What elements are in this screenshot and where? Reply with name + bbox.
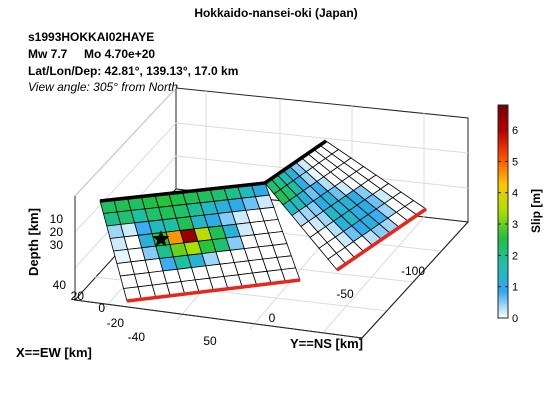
colorbar-tick-label: 5 [512,156,518,168]
z-axis-label: Depth [km] [26,208,41,276]
x-axis-line [361,221,469,339]
y-tick: 50 [203,334,217,348]
y-axis-line [74,299,363,339]
colorbar-tick-label: 0 [512,313,518,325]
grid-line [321,216,425,335]
colorbar-label: Slip [m] [529,189,543,233]
location-text: Lat/Lon/Dep: 42.81°, 139.13°, 17.0 km [28,64,238,78]
x-tick: 0 [98,301,105,315]
y-tick: -50 [336,287,354,301]
grid-line [74,122,177,233]
chart-title: Hokkaido-nansei-oki (Japan) [194,6,357,20]
y-axis-label: Y==NS [km] [290,336,363,351]
fault-planes [99,140,427,302]
x-axis-label: X==EW [km] [16,345,92,360]
colorbar-tick-label: 4 [512,188,518,200]
segment-2-top-edge [264,139,327,185]
x-tick: 20 [71,289,85,303]
z-tick: 30 [50,238,64,252]
segment-1-bottom-edge [126,278,301,303]
colorbar-ticks: 0 1 2 3 4 5 6 [498,125,518,325]
y-tick: 0 [269,311,276,325]
x-tick: 40 [53,278,67,292]
grid-line [175,122,469,154]
z-tick: 10 [50,212,64,226]
segment-2-bottom-edge [336,207,427,272]
z-tick: 20 [50,225,64,239]
z-tick-labels: 10 20 30 [50,212,64,252]
event-id: s1993HOKKAI02HAYE [28,30,154,44]
colorbar-tick-label: 6 [512,125,518,137]
y-tick: -100 [401,264,425,278]
magnitude-text: Mw 7.7 Mo 4.70e+20 [28,47,155,61]
hypocenter-star-icon [152,230,170,247]
colorbar-tick-label: 2 [512,250,518,262]
fault-segment-1 [99,182,301,302]
x-tick: -40 [128,330,146,344]
view-angle-text: View angle: 305° from North [28,80,178,94]
segment-1-top-edge [99,181,266,203]
y-tick-labels: 50 0 -50 -100 [203,264,425,348]
x-tick: -20 [107,316,125,330]
x-tick-labels: 40 20 0 -20 -40 [53,278,146,344]
colorbar [497,104,509,319]
fault-edges [99,139,427,303]
colorbar-tick-label: 1 [512,282,518,294]
colorbar-tick-label: 3 [512,219,518,231]
grid-line [74,87,177,197]
